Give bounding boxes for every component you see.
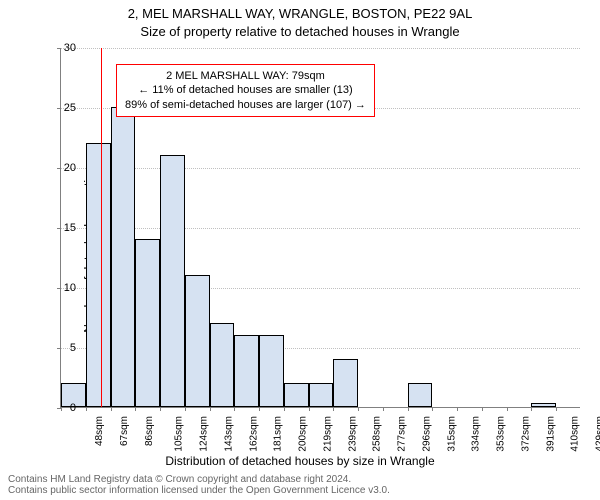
ytick-label: 0 [46,402,76,414]
histogram-bar [160,155,185,407]
ytick-label: 10 [46,282,76,294]
x-axis-label: Distribution of detached houses by size … [0,454,600,468]
chart-container: 2, MEL MARSHALL WAY, WRANGLE, BOSTON, PE… [0,0,600,500]
ytick-label: 30 [46,42,76,54]
xtick-mark [556,407,557,411]
marker-line [101,48,102,407]
xtick-mark [482,407,483,411]
xtick-label: 162sqm [248,416,259,452]
histogram-bar [408,383,433,407]
ytick-label: 20 [46,162,76,174]
xtick-label: 124sqm [199,416,210,452]
xtick-mark [531,407,532,411]
xtick-label: 181sqm [273,416,284,452]
xtick-mark [309,407,310,411]
xtick-mark [135,407,136,411]
xtick-label: 48sqm [94,416,105,446]
footer-line1: Contains HM Land Registry data © Crown c… [8,474,390,485]
xtick-mark [333,407,334,411]
xtick-mark [457,407,458,411]
xtick-mark [111,407,112,411]
histogram-bar [531,403,556,407]
footer-text: Contains HM Land Registry data © Crown c… [8,474,390,496]
xtick-label: 410sqm [570,416,581,452]
xtick-mark [160,407,161,411]
xtick-label: 277sqm [397,416,408,452]
plot-area: 48sqm67sqm86sqm105sqm124sqm143sqm162sqm1… [60,48,580,408]
histogram-bar [234,335,259,407]
xtick-label: 429sqm [595,416,600,452]
xtick-label: 296sqm [421,416,432,452]
xtick-label: 334sqm [471,416,482,452]
xtick-label: 219sqm [322,416,333,452]
histogram-bar [259,335,284,407]
xtick-label: 372sqm [521,416,532,452]
xtick-label: 67sqm [119,416,130,446]
gridline [61,228,580,229]
histogram-bar [309,383,334,407]
chart-title-main: 2, MEL MARSHALL WAY, WRANGLE, BOSTON, PE… [0,6,600,21]
ytick-label: 5 [46,342,76,354]
xtick-label: 143sqm [223,416,234,452]
histogram-bar [284,383,309,407]
xtick-label: 200sqm [298,416,309,452]
xtick-mark [432,407,433,411]
chart-title-sub: Size of property relative to detached ho… [0,24,600,39]
xtick-label: 391sqm [545,416,556,452]
annotation-line: ← 11% of detached houses are smaller (13… [125,83,366,97]
histogram-bar [111,107,136,407]
ytick-label: 25 [46,102,76,114]
ytick-label: 15 [46,222,76,234]
xtick-label: 86sqm [144,416,155,446]
xtick-mark [507,407,508,411]
gridline [61,48,580,49]
xtick-label: 258sqm [372,416,383,452]
annotation-line: 2 MEL MARSHALL WAY: 79sqm [125,69,366,83]
xtick-label: 353sqm [496,416,507,452]
histogram-bar [333,359,358,407]
xtick-mark [86,407,87,411]
xtick-mark [210,407,211,411]
annotation-box: 2 MEL MARSHALL WAY: 79sqm← 11% of detach… [116,64,375,117]
xtick-mark [234,407,235,411]
histogram-bar [210,323,235,407]
histogram-bar [185,275,210,407]
footer-line2: Contains public sector information licen… [8,485,390,496]
histogram-bar [135,239,160,407]
xtick-mark [408,407,409,411]
histogram-bar [86,143,111,407]
xtick-mark [358,407,359,411]
annotation-line: 89% of semi-detached houses are larger (… [125,98,366,112]
xtick-mark [185,407,186,411]
xtick-label: 239sqm [347,416,358,452]
xtick-mark [383,407,384,411]
xtick-mark [259,407,260,411]
xtick-label: 105sqm [174,416,185,452]
gridline [61,168,580,169]
xtick-label: 315sqm [446,416,457,452]
xtick-mark [284,407,285,411]
